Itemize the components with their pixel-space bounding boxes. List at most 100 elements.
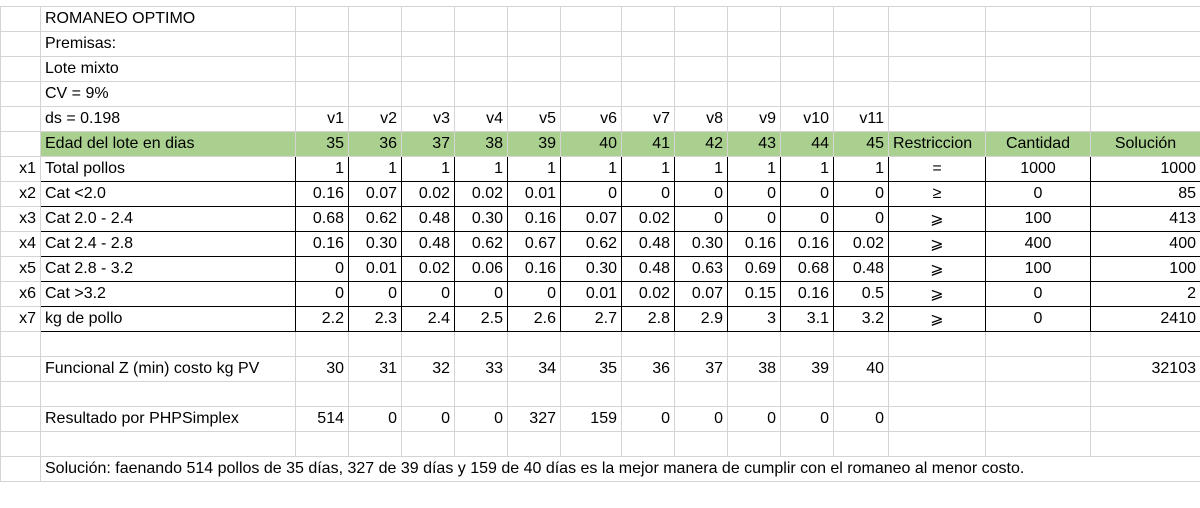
cell [1091,382,1200,407]
coefficient: 1 [675,157,728,182]
result-value: 0 [675,407,728,432]
coefficient: 0.16 [508,207,561,232]
cell [889,407,986,432]
cell [455,7,508,32]
result-value: 0 [622,407,675,432]
cell [455,57,508,82]
cell [1,82,41,107]
coefficient: 2.8 [622,307,675,332]
coefficient: 0.02 [402,182,455,207]
coefficient: 0.16 [508,257,561,282]
cell [781,382,834,407]
cell [834,32,889,57]
cell [986,432,1091,457]
constraint-var: x7 [1,307,41,332]
coefficient: 0.30 [455,207,508,232]
coefficient: 0 [834,182,889,207]
premise-text: ds = 0.198 [41,107,296,132]
objective-coefficient: 30 [296,357,349,382]
age-header: 41 [622,132,675,157]
cell [622,57,675,82]
cell [834,332,889,357]
constraint-sign: ⩾ [889,257,986,282]
cell [986,357,1091,382]
coefficient: 1 [455,157,508,182]
constraint-quantity: 0 [986,182,1091,207]
coefficient: 1 [561,157,622,182]
objective-coefficient: 39 [781,357,834,382]
constraint-quantity: 100 [986,207,1091,232]
body: { "title_rows": ["ROMANEO OPTIMO", "Prem… [0,6,1200,508]
coefficient: 0.16 [296,182,349,207]
coefficient: 2.2 [296,307,349,332]
coefficient: 0 [402,282,455,307]
coefficient: 0.02 [455,182,508,207]
result-value: 0 [728,407,781,432]
cell [561,332,622,357]
constraint-solution: 100 [1091,257,1200,282]
coefficient: 2.7 [561,307,622,332]
cell [675,332,728,357]
coefficient: 2.9 [675,307,728,332]
coefficient: 0.15 [728,282,781,307]
cell [622,432,675,457]
cell [402,32,455,57]
age-header: 40 [561,132,622,157]
coefficient: 0.67 [508,232,561,257]
variable-header: v1 [296,107,349,132]
coefficient: 0 [675,182,728,207]
cell [349,432,402,457]
header-label: Edad del lote en dias [41,132,296,157]
coefficient: 1 [834,157,889,182]
cell [622,32,675,57]
constraint-quantity: 400 [986,232,1091,257]
cell [402,432,455,457]
objective-solution: 32103 [1091,357,1200,382]
cell [834,57,889,82]
coefficient: 2.4 [402,307,455,332]
cell [1,32,41,57]
quantity-header: Cantidad [986,132,1091,157]
coefficient: 0.48 [402,207,455,232]
coefficient: 0.63 [675,257,728,282]
cell [561,82,622,107]
cell [675,82,728,107]
cell [1091,407,1200,432]
constraint-label: Total pollos [41,157,296,182]
cell [1091,57,1200,82]
cell [728,382,781,407]
constraint-var: x2 [1,182,41,207]
cell [1091,332,1200,357]
cell [675,382,728,407]
coefficient: 0.01 [508,182,561,207]
coefficient: 0.48 [402,232,455,257]
cell [728,32,781,57]
coefficient: 0.68 [781,257,834,282]
constraint-sign: ⩾ [889,307,986,332]
coefficient: 0.62 [455,232,508,257]
cell [1,107,41,132]
coefficient: 0 [675,207,728,232]
cell [561,57,622,82]
cell [781,7,834,32]
cell [349,82,402,107]
coefficient: 1 [349,157,402,182]
coefficient: 2.3 [349,307,402,332]
objective-coefficient: 35 [561,357,622,382]
cell [402,82,455,107]
coefficient: 0.69 [728,257,781,282]
objective-label: Funcional Z (min) costo kg PV [41,357,296,382]
cell [508,332,561,357]
premise-text: CV = 9% [41,82,296,107]
cell [349,32,402,57]
row: Lote mixto [1,57,1200,82]
cell [728,432,781,457]
row: Solución: faenando 514 pollos de 35 días… [1,457,1200,482]
objective-coefficient: 32 [402,357,455,382]
cell [986,407,1091,432]
coefficient: 2.6 [508,307,561,332]
